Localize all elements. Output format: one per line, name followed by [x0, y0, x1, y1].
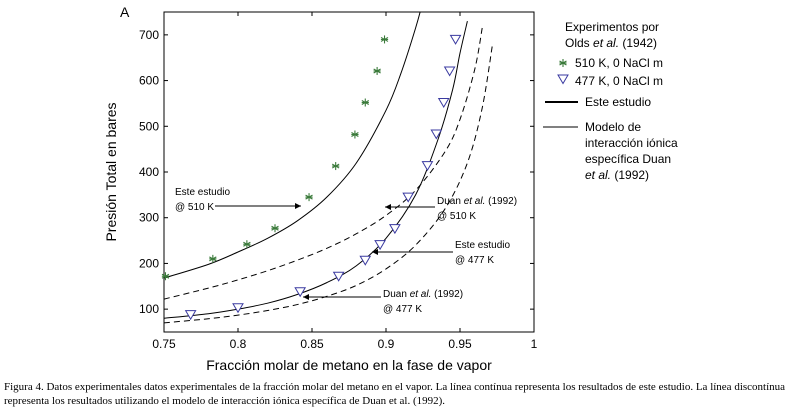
- y-tick-label: 600: [139, 74, 159, 88]
- solid-curve-0: [164, 12, 421, 279]
- legend-item-model-line1: Modelo de: [585, 120, 641, 134]
- annotation-este-510-line1: Este estudio: [175, 187, 230, 198]
- data-point-477k: [232, 303, 244, 314]
- data-point-477k: [374, 240, 386, 251]
- annotation-arrow-duan-477-head: [303, 294, 309, 300]
- annotation-arrow-este-510-head: [295, 203, 301, 209]
- x-tick-label: 0.95: [448, 337, 472, 351]
- annotation-arrow-este-477-head: [372, 249, 378, 255]
- annotation-duan-510-line2: @ 510 K: [437, 211, 476, 222]
- legend-item-477k: 477 K, 0 NaCl m: [575, 74, 663, 88]
- x-tick-label: 0.75: [152, 337, 176, 351]
- figure-caption: Figura 4. Datos experimentales datos exp…: [4, 381, 786, 407]
- data-point-477k: [402, 192, 415, 203]
- y-tick-label: 400: [139, 165, 159, 179]
- legend-item-model-line2: interacción iónica: [585, 136, 678, 150]
- data-point-510k: [271, 224, 279, 233]
- data-point-477k: [332, 271, 345, 282]
- data-point-510k: [351, 130, 359, 139]
- y-tick-label: 500: [139, 119, 159, 133]
- x-axis-label: Fracción molar de metano en la fase de v…: [206, 357, 492, 373]
- annotation-este-477-line2: @ 477 K: [455, 255, 494, 266]
- data-point-477k: [443, 66, 456, 77]
- legend-marker-510k: [559, 59, 567, 67]
- data-point-510k: [243, 240, 251, 249]
- legend-item-model-line4: et al. (1992): [585, 168, 649, 182]
- data-point-477k: [359, 255, 372, 266]
- y-tick-label: 100: [139, 302, 159, 316]
- legend-item-510k: 510 K, 0 NaCl m: [575, 56, 663, 70]
- legend-marker-477k: [557, 74, 569, 85]
- data-point-510k: [209, 254, 217, 263]
- annotation-duan-477-line2: @ 477 K: [383, 304, 422, 315]
- data-point-510k: [161, 272, 170, 281]
- solid-curve-2: [164, 21, 468, 319]
- y-axis-label: Presión Total en bares: [103, 102, 119, 241]
- data-point-510k: [305, 193, 313, 202]
- annotation-duan-510-line1: Duan et al. (1992): [437, 196, 517, 207]
- data-point-510k: [331, 162, 340, 171]
- data-point-477k: [437, 98, 450, 109]
- data-point-477k: [294, 287, 307, 298]
- legend-title-line2: Olds et al. (1942): [565, 36, 657, 50]
- data-point-477k: [184, 310, 197, 321]
- legend-item-model-line3: específica Duan: [585, 152, 671, 166]
- x-tick-label: 1: [531, 337, 538, 351]
- x-tick-label: 0.9: [378, 337, 395, 351]
- panel-label: A: [120, 4, 130, 20]
- plot-frame: [163, 11, 535, 333]
- annotation-este-510-line2: @ 510 K: [175, 202, 214, 213]
- annotation-duan-477-line1: Duan et al. (1992): [383, 289, 463, 300]
- data-point-477k: [430, 129, 443, 140]
- y-tick-label: 300: [139, 211, 159, 225]
- data-point-477k: [389, 224, 401, 235]
- dashed-curve-1: [164, 27, 483, 300]
- data-point-477k: [449, 34, 462, 45]
- x-tick-label: 0.85: [300, 337, 324, 351]
- legend-title-line1: Experimentos por: [565, 20, 659, 34]
- curves-group: [164, 12, 494, 324]
- y-tick-label: 700: [139, 28, 159, 42]
- y-tick-label: 200: [139, 256, 159, 270]
- data-point-510k: [380, 35, 389, 44]
- data-point-510k: [361, 98, 370, 107]
- data-point-477k: [421, 161, 434, 172]
- annotation-este-477-line1: Este estudio: [455, 240, 510, 251]
- x-tick-label: 0.8: [230, 337, 247, 351]
- dashed-curve-3: [164, 43, 494, 324]
- annotation-arrow-duan-510-head: [385, 204, 391, 210]
- data-point-510k: [373, 66, 381, 75]
- chart: 0.75 0.8 0.85 0.9 0.95 1 100 200 300 400 500 600 700…: [103, 4, 678, 373]
- legend-item-este: Este estudio: [585, 95, 651, 109]
